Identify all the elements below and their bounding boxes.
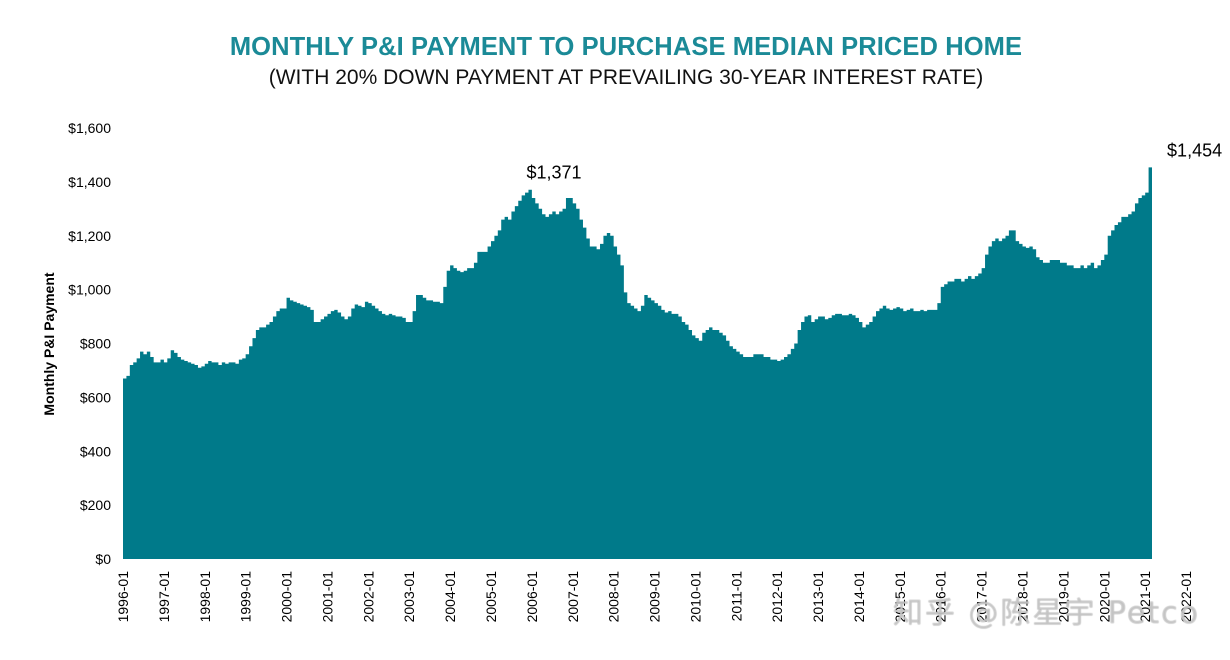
x-tick-label: 2007-01 [565,571,581,623]
x-tick-label: 2017-01 [974,571,990,623]
y-tick-label: $400 [80,443,111,459]
x-tick-label: 2008-01 [606,571,622,623]
area-series-layer [123,167,1152,559]
x-tick-label: 2013-01 [810,571,826,623]
x-tick-label: 2022-01 [1178,571,1194,623]
x-axis: 1996-01 1997-01 1998-01 1999-01 2000-01 2001-… [115,571,1194,623]
y-tick-label: $1,400 [68,174,111,190]
x-tick-label: 2019-01 [1055,571,1071,623]
chart-title: MONTHLY P&I PAYMENT TO PURCHASE MEDIAN P… [229,33,1023,61]
x-tick-label: 2005-01 [483,571,499,623]
x-tick-label: 2010-01 [687,571,703,623]
x-tick-label: 2006-01 [524,571,540,623]
x-tick-label: 2012-01 [769,571,785,623]
x-tick-label: 2016-01 [933,571,949,623]
x-tick-label: 2018-01 [1015,571,1031,623]
chart-subtitle: (WITH 20% DOWN PAYMENT AT PREVAILING 30-… [268,66,984,89]
x-tick-label: 2009-01 [647,571,663,623]
x-tick-label: 2002-01 [360,571,376,623]
watermark-text: 知乎 @陈星宇 Petco [892,596,1200,631]
x-tick-label: 2021-01 [1137,571,1153,623]
x-tick-label: 1997-01 [156,571,172,623]
area-series [123,167,1152,559]
x-tick-label: 1996-01 [115,571,131,623]
data-label: $1,371 [526,163,581,183]
x-tick-label: 2003-01 [401,571,417,623]
x-tick-label: 1999-01 [238,571,254,623]
y-axis: $0 $200 $400 $600 $800 $1,000 $1,200 $1,400 $1,6… [68,120,111,567]
x-tick-label: 2011-01 [728,571,744,622]
y-tick-label: $800 [80,336,111,352]
y-tick-label: $0 [95,551,111,567]
x-tick-label: 2004-01 [442,571,458,623]
x-tick-label: 2015-01 [892,571,908,623]
y-tick-label: $1,600 [68,120,111,136]
y-tick-label: $600 [80,389,111,405]
annotation-layer: $1,371 $1,454 [526,140,1222,182]
y-tick-label: $1,000 [68,282,111,298]
data-label: $1,454 [1167,140,1222,160]
y-tick-label: $200 [80,497,111,513]
x-tick-label: 2000-01 [279,571,295,623]
x-tick-label: 2020-01 [1096,571,1112,623]
x-tick-label: 1998-01 [197,571,213,623]
x-tick-label: 2014-01 [851,571,867,623]
y-tick-label: $1,200 [68,228,111,244]
x-tick-label: 2001-01 [319,571,335,623]
